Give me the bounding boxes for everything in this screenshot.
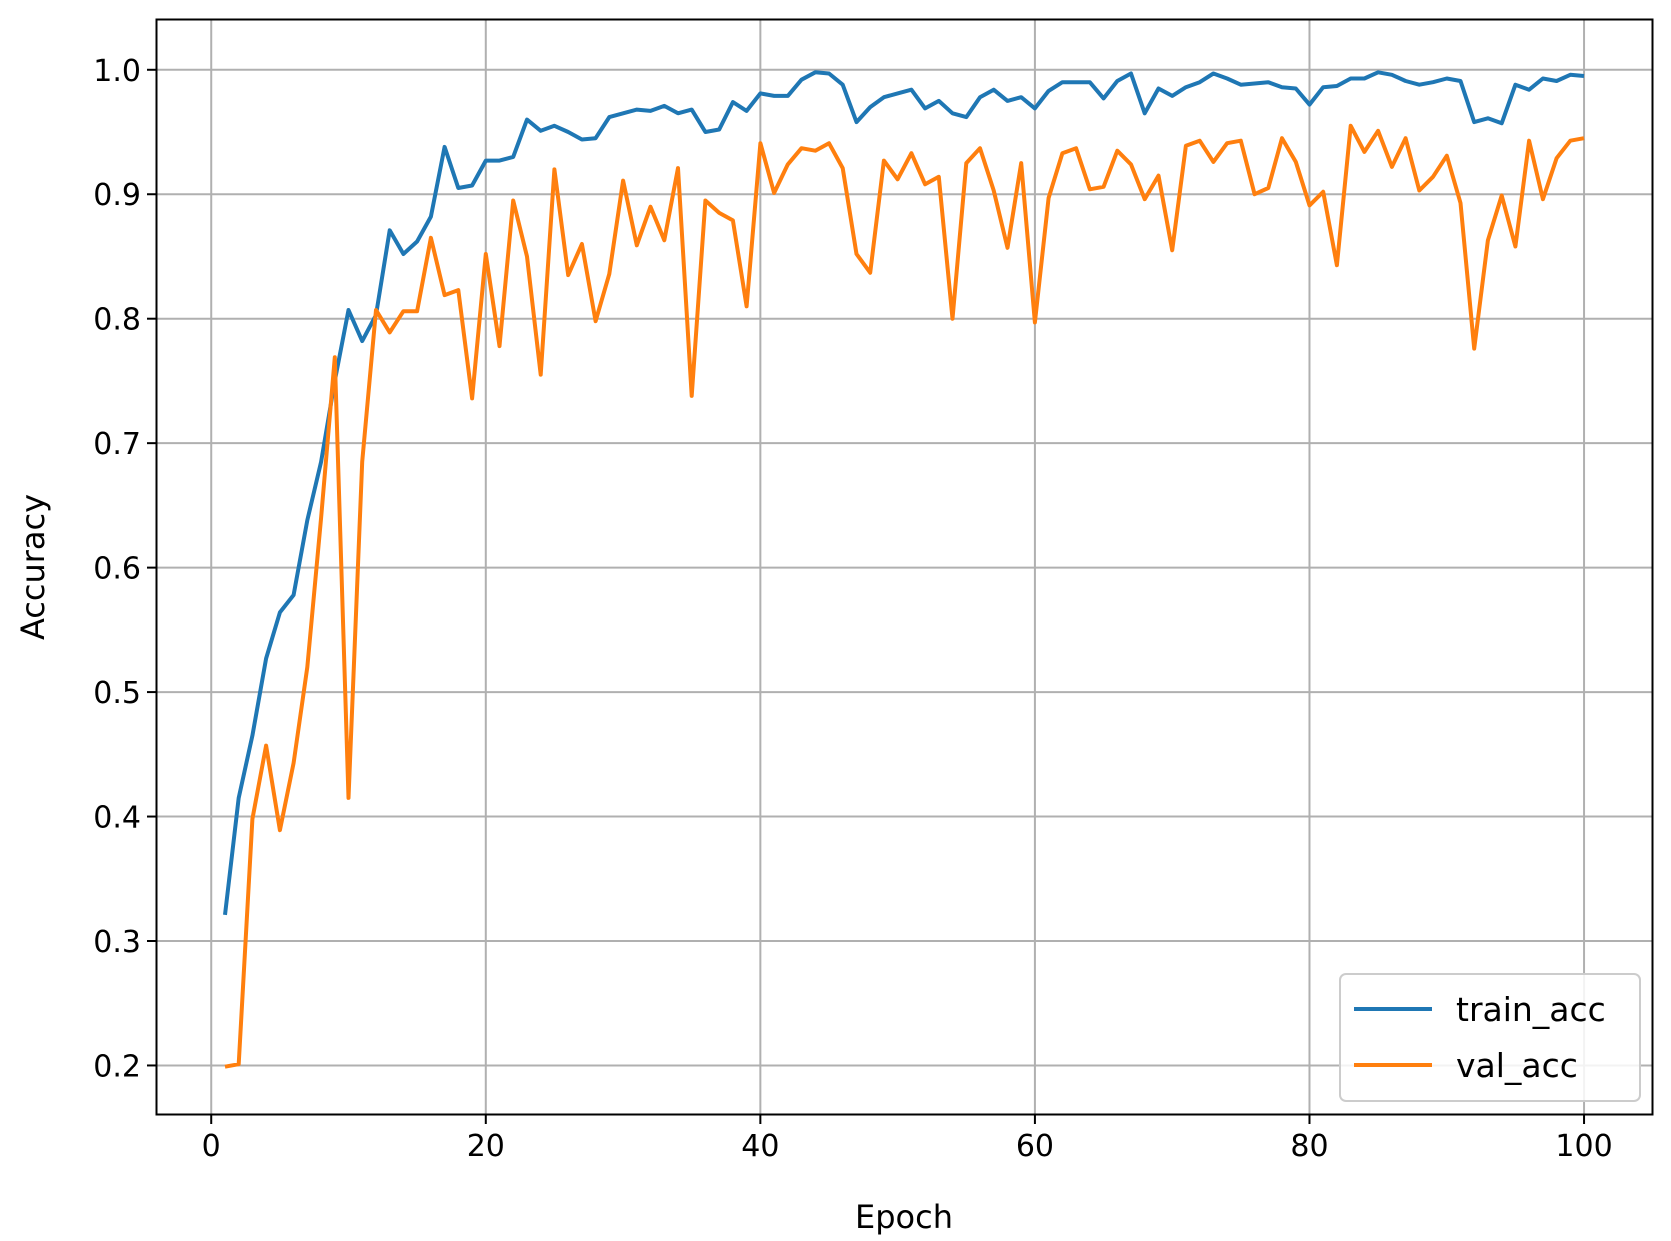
y-tick-label-0-3: 0.3 bbox=[93, 925, 141, 960]
data-series bbox=[223, 70, 1585, 1069]
legend: train_acc val_acc bbox=[1339, 973, 1641, 1102]
grid-lines bbox=[157, 20, 1652, 1114]
y-tick-label-0-4: 0.4 bbox=[93, 801, 141, 836]
y-tick-label-0-9: 0.9 bbox=[93, 178, 141, 213]
x-axis-label: Epoch bbox=[855, 1198, 953, 1236]
x-tick-label-40: 40 bbox=[741, 1129, 779, 1164]
y-tick-label-0-6: 0.6 bbox=[93, 552, 141, 587]
x-tick-label-20: 20 bbox=[467, 1129, 505, 1164]
y-tick-label-0-8: 0.8 bbox=[93, 303, 141, 338]
y-tick-label-0-2: 0.2 bbox=[93, 1049, 141, 1084]
x-tick-label-100: 100 bbox=[1555, 1129, 1612, 1164]
x-tick-label-80: 80 bbox=[1290, 1129, 1328, 1164]
y-tick-label-1: 1.0 bbox=[93, 54, 141, 89]
legend-label-train-acc: train_acc bbox=[1456, 990, 1606, 1029]
series-line-train-acc bbox=[223, 70, 1585, 916]
series-line-val-acc bbox=[224, 123, 1585, 1069]
y-tick-label-0-5: 0.5 bbox=[93, 676, 141, 711]
x-tick-label-0: 0 bbox=[202, 1129, 221, 1164]
y-tick-label-0-7: 0.7 bbox=[93, 427, 141, 462]
legend-label-val-acc: val_acc bbox=[1456, 1046, 1578, 1085]
legend-box bbox=[1339, 973, 1641, 1102]
x-tick-label-60: 60 bbox=[1016, 1129, 1054, 1164]
y-axis-label: Accuracy bbox=[14, 494, 52, 640]
axis-ticks: 0 20 40 60 80 100 0.2 0.3 0.4 0.5 0.6 0.7 0.8 0.9 1.0 bbox=[93, 54, 1612, 1164]
